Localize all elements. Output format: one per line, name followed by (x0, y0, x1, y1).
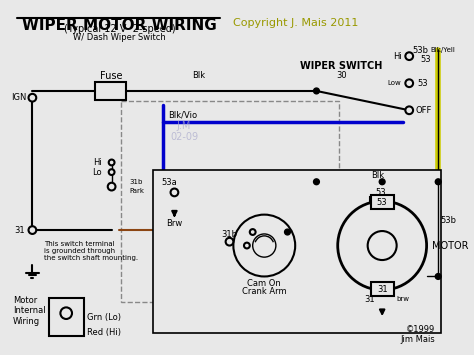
Bar (95, 82, 126, 100)
Text: W/ Dash Wiper Switch: W/ Dash Wiper Switch (73, 33, 166, 42)
Circle shape (405, 52, 413, 60)
Text: Blk: Blk (192, 71, 205, 80)
Circle shape (108, 183, 116, 191)
Text: Brw: Brw (166, 219, 182, 228)
Text: Blk/Vio: Blk/Vio (168, 111, 197, 120)
Text: 30: 30 (336, 71, 347, 80)
Text: 53a: 53a (162, 178, 178, 187)
Bar (49, 298, 83, 337)
Circle shape (368, 231, 397, 260)
Bar (370, 197, 391, 211)
Circle shape (60, 307, 72, 319)
Text: Red (Hi): Red (Hi) (88, 328, 121, 337)
Circle shape (337, 201, 427, 290)
Circle shape (171, 189, 178, 196)
Circle shape (253, 234, 276, 257)
Circle shape (244, 243, 250, 248)
Text: Blk: Blk (371, 170, 384, 180)
Bar (121, 100, 339, 302)
Bar (371, 282, 394, 296)
Circle shape (28, 94, 36, 102)
Text: WIPER SWITCH: WIPER SWITCH (301, 61, 383, 71)
Circle shape (314, 88, 319, 94)
Text: Blk/Yell: Blk/Yell (430, 47, 456, 53)
Bar (153, 170, 441, 333)
Text: Cam On: Cam On (247, 279, 281, 288)
Text: MOTOR: MOTOR (432, 241, 469, 251)
Text: IGN: IGN (11, 93, 27, 102)
Circle shape (250, 229, 255, 235)
Circle shape (435, 274, 441, 279)
Text: Motor
Internal
Wiring: Motor Internal Wiring (13, 296, 46, 326)
Text: 31b: 31b (221, 230, 237, 239)
Circle shape (405, 106, 413, 114)
Text: Crank Arm: Crank Arm (242, 288, 287, 296)
Circle shape (109, 159, 115, 165)
Bar (371, 195, 394, 209)
Text: 53b: 53b (440, 216, 456, 225)
Text: 31: 31 (364, 295, 374, 304)
Text: (Typical 12 V  2-speed): (Typical 12 V 2-speed) (64, 24, 175, 34)
Text: 31b: 31b (129, 179, 142, 185)
Text: Hi: Hi (93, 158, 102, 167)
Circle shape (28, 226, 36, 234)
Circle shape (314, 179, 319, 185)
Text: Copyright J. Mais 2011: Copyright J. Mais 2011 (233, 17, 358, 28)
Text: WIPER MOTOR WIRING: WIPER MOTOR WIRING (22, 17, 217, 33)
Text: Hi: Hi (393, 52, 401, 61)
Text: Park: Park (129, 189, 144, 195)
Text: 31: 31 (14, 225, 25, 235)
Text: This switch terminal
is grounded through
the switch shaft mounting.: This switch terminal is grounded through… (44, 241, 138, 261)
Circle shape (405, 80, 413, 87)
Text: Lo: Lo (92, 168, 102, 176)
Text: Grn (Lo): Grn (Lo) (88, 312, 121, 322)
Circle shape (435, 179, 441, 185)
Text: brw: brw (397, 296, 410, 302)
Text: Low: Low (388, 80, 401, 86)
Text: 53: 53 (377, 198, 387, 207)
Circle shape (226, 238, 233, 246)
Circle shape (233, 215, 295, 277)
Text: J.M
02-09: J.M 02-09 (170, 121, 198, 142)
Circle shape (109, 169, 115, 175)
Text: 31: 31 (377, 284, 387, 294)
Circle shape (284, 229, 291, 235)
Text: 53: 53 (375, 188, 385, 197)
Text: Fuse: Fuse (100, 71, 123, 81)
Text: 53b: 53b (413, 46, 429, 55)
Text: 53: 53 (418, 79, 428, 88)
Text: 53: 53 (420, 55, 431, 64)
Text: OFF: OFF (415, 106, 431, 115)
Circle shape (379, 179, 385, 185)
Text: ©1999
Jim Mais: ©1999 Jim Mais (401, 325, 435, 344)
